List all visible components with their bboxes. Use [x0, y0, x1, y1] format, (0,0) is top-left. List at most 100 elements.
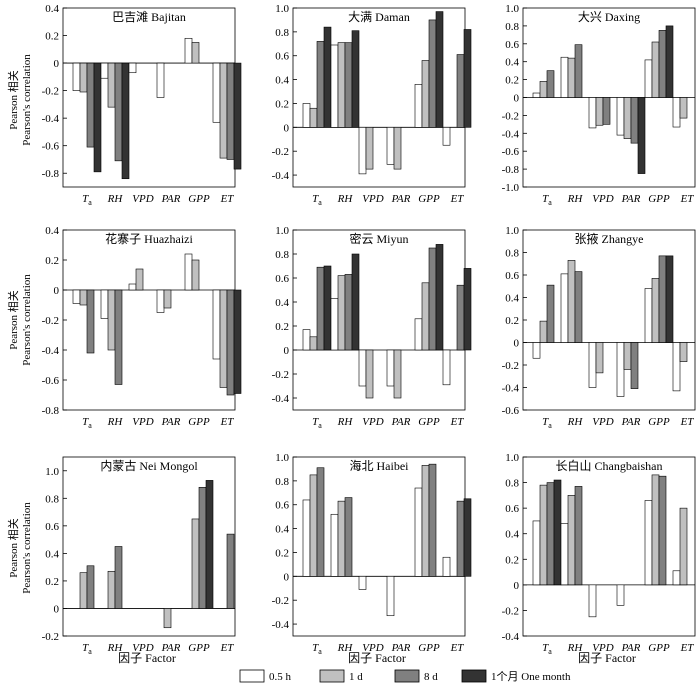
y-tick-label: 0.6 [275, 51, 289, 63]
bar [351, 30, 360, 128]
x-tick-label: ET [220, 642, 235, 654]
bar [616, 342, 625, 397]
bar [72, 62, 81, 91]
panel: 密云 Miyun 1.0 0.8 0.6 0.4 0.2 0 -0.2 -0.4 Ta RH VPD P… [272, 225, 472, 430]
x-tick-label: Ta [542, 193, 552, 207]
bar [344, 497, 353, 577]
y-tick-label: -0.6 [42, 141, 60, 153]
bar [414, 487, 423, 577]
y-tick-label: 1.0 [505, 225, 519, 237]
y-tick-label: 0.2 [275, 547, 289, 559]
x-tick-label: ET [680, 193, 695, 205]
bar [309, 107, 318, 128]
y-tick-label: -0.2 [272, 595, 289, 607]
bar [323, 265, 332, 351]
x-tick-label: GPP [188, 416, 210, 428]
bar [644, 288, 653, 343]
x-tick-label: RH [337, 416, 354, 428]
y-tick-label: 0.4 [275, 297, 289, 309]
bar [156, 289, 165, 313]
bar [428, 19, 437, 128]
bar [456, 500, 465, 577]
x-tick-label: ET [220, 416, 235, 428]
bar [226, 533, 235, 609]
panel: 花寨子 Huazhaizi 0.4 0.2 0 -0.2 -0.4 -0.6 -0.8 Ta RH… [42, 225, 242, 430]
y-axis-label-row-2: Pearson 相关 Pearson's correlation [6, 274, 33, 366]
bar [644, 500, 653, 586]
y-tick-label: -0.4 [502, 128, 520, 140]
bar [156, 62, 165, 98]
bar [365, 349, 374, 399]
panel: 张掖 Zhangye 1.0 0.8 0.6 0.4 0.2 0 -0.2 -0.4 -0.6 Ta… [502, 225, 696, 430]
bar [72, 289, 81, 304]
x-tick-label: VPD [132, 642, 153, 654]
bar [651, 474, 660, 586]
panel-title: 长白山 Changbaishan [556, 458, 663, 473]
x-tick-label: VPD [592, 416, 613, 428]
bar [442, 127, 451, 146]
bar [323, 26, 332, 128]
bar [114, 62, 123, 162]
y-tick-label: 0.2 [275, 98, 289, 110]
bar [539, 320, 548, 343]
y-axis-label-line1: Pearson 相关 [6, 518, 20, 578]
y-axis-label-row-3: Pearson 相关 Pearson's correlation [6, 502, 33, 594]
y-tick-label: 1.0 [45, 466, 59, 478]
plot-frame [62, 456, 236, 637]
y-axis-label-line1: Pearson 相关 [6, 70, 20, 130]
x-tick-label: GPP [648, 193, 670, 205]
y-tick-label: 1.0 [275, 452, 289, 464]
panel-title: 海北 Haibei [350, 458, 410, 473]
x-tick-label: VPD [362, 416, 383, 428]
bar [191, 42, 200, 64]
bar [672, 570, 681, 586]
bar [163, 289, 172, 309]
x-tick-label: ET [450, 642, 465, 654]
y-tick-label: 0.6 [505, 39, 519, 51]
y-tick-label: -0.4 [272, 170, 290, 182]
legend-swatch-8d [394, 669, 420, 683]
bar [414, 318, 423, 351]
y-tick-label: -0.2 [502, 110, 519, 122]
y-tick-label: 0.2 [505, 75, 519, 87]
bar [463, 498, 472, 577]
y-tick-label: -0.4 [502, 383, 520, 395]
y-tick-label: 1.0 [505, 3, 519, 15]
bar [560, 523, 569, 586]
y-tick-label: 0.2 [45, 31, 59, 43]
bar [428, 247, 437, 351]
bar [672, 342, 681, 392]
bar [463, 268, 472, 351]
bar [651, 278, 660, 343]
bar [386, 127, 395, 165]
y-tick-label: -0.4 [42, 113, 60, 125]
legend-label-month: 1个月 One month [491, 670, 571, 683]
y-tick-label: -0.4 [272, 619, 290, 631]
y-tick-label: 0.6 [275, 500, 289, 512]
y-tick-label: 0 [54, 285, 60, 297]
y-tick-label: 0.2 [505, 554, 519, 566]
y-tick-label: -0.4 [272, 393, 290, 405]
x-tick-label: RH [337, 642, 354, 654]
panel: 大兴 Daxing 1.0 0.8 0.6 0.4 0.2 0 -0.2 -0.4 -0.6 -0.… [502, 3, 696, 207]
bar [219, 289, 228, 388]
bar [184, 253, 193, 291]
bar [358, 127, 367, 175]
y-tick-label: -0.4 [42, 345, 60, 357]
bar [93, 62, 102, 173]
bar [344, 42, 353, 128]
y-tick-label: 0.4 [505, 57, 519, 69]
x-tick-label: ET [450, 416, 465, 428]
bar [442, 349, 451, 386]
y-tick-label: 0.6 [45, 521, 59, 533]
bar [386, 349, 395, 387]
bar [121, 62, 130, 180]
y-tick-label: -0.2 [42, 631, 59, 643]
panel-title: 巴吉滩 Bajitan [112, 10, 186, 24]
bar [456, 54, 465, 128]
y-tick-label: -0.2 [42, 315, 59, 327]
y-tick-label: 0.8 [275, 476, 289, 488]
x-axis-label-col-3: 因子 Factor [578, 651, 636, 665]
y-tick-label: -0.6 [502, 146, 520, 158]
